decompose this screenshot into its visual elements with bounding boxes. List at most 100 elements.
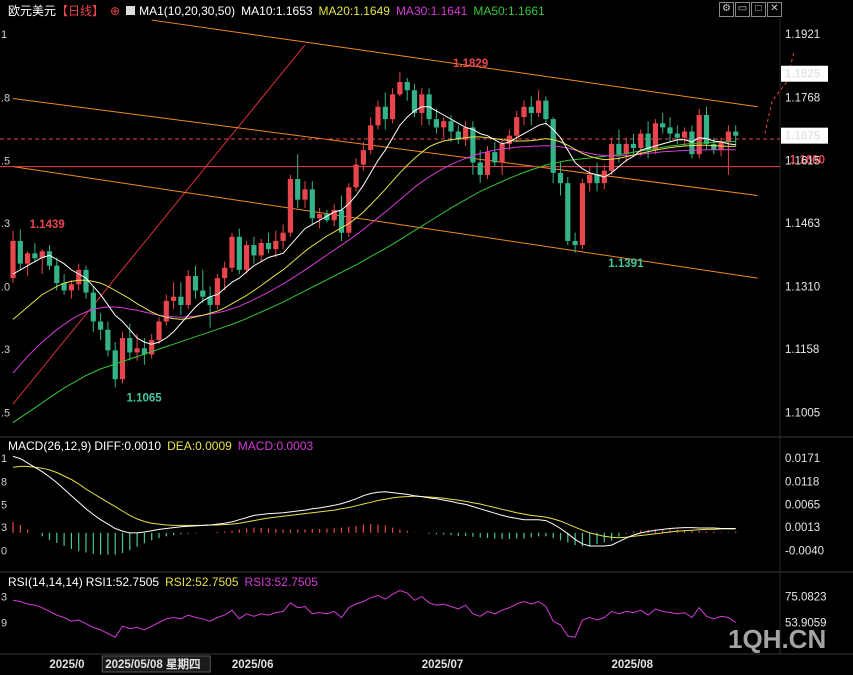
candle-body [61,283,67,291]
macd-axis-tick: 0.0171 [785,453,820,465]
period-label[interactable]: 【日线】 [56,4,105,18]
candle-body [338,209,345,233]
candle [638,129,644,157]
rsi-header: RSI(14,14,14) RSI1:52.7505 RSI2:52.7505 RSI… [8,575,324,589]
candle [528,96,534,126]
ma50-line [12,140,736,424]
candle [360,141,366,171]
candle [587,166,593,192]
candle-body [258,243,264,256]
candle-body [652,123,658,151]
candle-body [112,350,118,380]
candle-body [265,243,272,250]
candle [463,121,469,146]
candle [25,251,31,277]
candle [433,108,439,134]
candle-body [185,276,191,305]
macd-axis-tick: 0.0118 [785,476,819,488]
candle-body [236,236,242,270]
price-tag-box [781,127,828,144]
candle [229,232,235,272]
close-icon[interactable]: ✕ [767,2,782,17]
candle-body [105,329,111,351]
candle-body [565,183,571,241]
candle-body [309,189,315,219]
rsi-left-tick: 3 [1,592,7,604]
candle [368,117,374,155]
candle-body [609,143,615,171]
trendline [12,44,306,405]
candle [718,137,724,157]
candle-body [178,296,184,305]
candle-body [76,269,82,285]
minimize-icon[interactable]: ▭ [735,2,750,17]
ma30-value: MA30:1.1641 [395,4,468,18]
macd-left-tick: 3 [1,522,7,534]
candle [200,269,206,303]
rsi-left-tick: 9 [1,618,7,630]
trendline [151,19,758,108]
candle-body [83,269,89,293]
selected-date-box [101,655,211,673]
candle-body [696,115,702,155]
candle-body [54,265,60,284]
macd-diff-value: DIFF:0.0010 [94,439,162,453]
candle [317,207,323,229]
candle-body [390,94,396,120]
settings-icon[interactable]: ⚙ [719,2,734,17]
candle [163,294,169,326]
candle [192,265,199,299]
candle-body [463,127,469,140]
candle-body [127,337,133,353]
candle-body [484,152,491,175]
candle-body [477,162,483,175]
candle [565,176,571,246]
candle [273,230,279,258]
candle [492,141,498,167]
candle [251,236,257,264]
trendline [12,166,758,279]
candle-body [375,106,381,126]
candle [171,282,177,310]
price-tag: 1.1825 [785,69,821,81]
axes: 1.1825 1.1675 1.1921 1.1768 1.1615 1.1463 1.13… [1,29,828,673]
candle-body [287,179,293,233]
candle-body [448,121,454,132]
candle-body [441,121,447,128]
settings-gear-icon[interactable]: ⊕ [110,4,121,18]
candle-body [404,81,410,91]
maximize-icon[interactable]: □ [751,2,766,17]
candle-body [324,214,330,221]
candle-body [536,100,542,113]
candle [149,333,155,359]
candle [536,90,542,118]
ma-indicator-label[interactable]: MA1(10,20,30,50) [139,4,236,18]
candle-body [397,81,403,95]
candle [68,280,74,299]
candle [10,230,16,284]
date-axis-label: 2025/08 [612,659,654,671]
candle-body [229,236,235,268]
macd-label[interactable]: MACD(26,12,9) [8,439,92,453]
rsi-label[interactable]: RSI(14,14,14) [8,575,83,589]
candle-body [587,174,593,184]
left-axis-tick: .5 [1,407,10,419]
candle [214,273,220,310]
candle [236,228,242,274]
candle-body [32,253,38,259]
candle-body [39,251,45,259]
candle [382,92,388,130]
date-axis-label: 2025/0 [49,659,84,671]
macd-dea-value: DEA:0.0009 [167,439,232,453]
candle-body [171,296,177,301]
macd-left-tick: 0 [1,545,7,557]
candle-body [163,300,169,322]
candle [682,127,688,146]
ma-indicator-toggle-icon[interactable] [126,6,136,15]
price-annotation: 1.1391 [608,258,644,270]
candle [572,232,578,253]
candle-body [68,284,74,291]
candle-body [667,127,673,134]
macd-axis-tick: -0.0040 [785,545,824,557]
candle-body [645,133,651,151]
